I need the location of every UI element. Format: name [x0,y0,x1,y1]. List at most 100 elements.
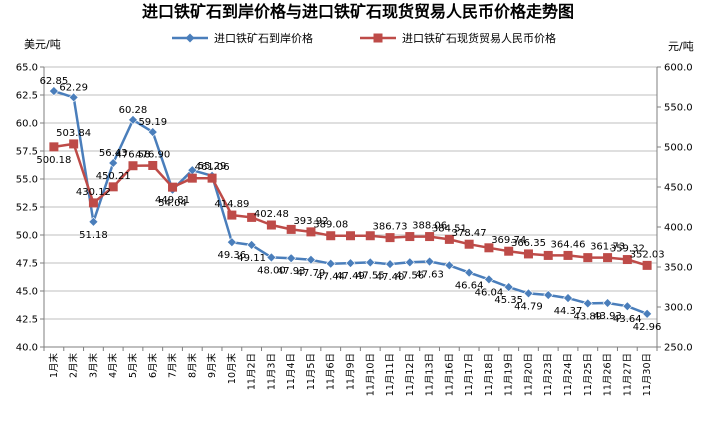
data-label: 43.64 [613,314,642,325]
data-label: 47.40 [376,272,405,283]
y-right-tick-label: 450.0 [664,183,693,194]
point-marker [405,232,415,242]
data-label: 43.89 [573,311,602,322]
point-marker [68,92,79,103]
point-marker [425,232,435,242]
legend: 进口铁矿石到岸价格 进口铁矿石现货贸易人民币价格 [172,31,556,45]
point-marker [168,182,178,192]
x-tick-label: 11月23日 [543,353,554,396]
point-marker [385,233,395,243]
point-marker [464,239,474,249]
point-marker [504,246,514,256]
data-label: 47.56 [396,270,425,281]
data-label: 56.43 [99,148,128,159]
data-label: 361.73 [590,242,625,253]
legend-label-2: 进口铁矿石现货贸易人民币价格 [402,31,556,45]
x-tick-label: 11月20日 [523,353,534,396]
point-marker [306,227,316,237]
y-left-tick-label: 57.5 [16,147,38,158]
x-tick-label: 11月6日 [326,353,337,390]
legend-marker-1 [185,33,195,43]
point-marker [385,259,395,270]
x-tick-label: 1月末 [48,353,60,379]
data-label: 369.74 [491,235,526,246]
data-label: 364.46 [551,239,586,250]
point-marker [325,258,336,269]
point-marker [266,252,277,263]
data-label: 46.04 [475,287,504,298]
x-tick-label: 11月2日 [247,353,258,390]
y-left-tick-label: 47.5 [16,259,38,270]
data-label: 45.35 [494,295,523,306]
point-marker [246,240,257,250]
point-marker [247,212,257,222]
data-label: 414.89 [214,199,249,210]
x-tick-label: 11月30日 [642,353,653,396]
data-label: 48.00 [257,265,286,276]
y-left-tick-label: 45.0 [16,287,38,298]
data-label: 366.35 [511,238,546,249]
data-label: 352.03 [630,249,665,260]
y-left-tick-label: 65.0 [16,63,38,74]
data-label: 49.36 [218,250,247,261]
data-label: 54.04 [158,198,187,209]
point-marker [266,220,276,230]
x-tick-label: 11月10日 [365,353,376,396]
point-marker [602,298,613,308]
data-label: 46.64 [455,281,484,292]
point-marker [642,260,652,270]
data-label: 44.79 [514,301,543,312]
point-marker [365,231,375,241]
x-tick-label: 11月25日 [583,353,594,396]
y-right-unit: 元/吨 [668,40,694,53]
point-marker [49,142,59,152]
x-tick-label: 3月末 [87,353,99,379]
data-label: 42.96 [633,322,662,333]
point-marker [424,256,435,267]
point-marker [147,127,158,137]
point-marker [563,293,573,303]
data-label: 393.92 [293,216,328,227]
x-tick-label: 11月9日 [346,353,357,390]
point-marker [464,267,475,278]
data-label: 450.21 [96,171,131,182]
point-marker [543,290,554,300]
x-tick-label: 2月末 [68,353,80,379]
data-label: 402.48 [254,209,289,220]
axes: 40.0 42.5 45.0 47.5 50.0 52.5 55.0 57.5 60.0 62.5… [16,63,693,397]
point-marker [583,253,593,263]
data-label: 47.49 [336,271,365,282]
x-tick-label: 4月末 [107,353,119,379]
point-marker [69,139,79,149]
data-label: 503.84 [56,128,91,139]
data-label: 500.18 [36,155,71,166]
point-marker [108,158,119,168]
x-tick-label: 11月13日 [425,353,436,396]
x-tick-label: 8月末 [186,353,198,379]
data-label: 430.12 [76,187,111,198]
data-label: 449.81 [155,195,190,206]
y-right-tick-label: 350.0 [664,263,693,274]
y-right-tick-label: 250.0 [664,343,693,354]
point-marker [543,250,553,260]
point-marker [345,258,356,269]
data-label: 47.55 [356,270,385,281]
data-label: 359.32 [610,244,645,255]
data-label: 49.11 [237,253,266,264]
point-marker [207,173,217,183]
point-marker [286,253,297,264]
y-right-tick-label: 400.0 [664,223,693,234]
series [48,86,653,319]
point-marker [523,288,534,299]
x-tick-label: 11月17日 [464,353,475,396]
point-marker [128,114,138,125]
y-right-tick-label: 550.0 [664,103,693,114]
data-label: 62.85 [40,76,69,87]
point-marker [483,274,494,285]
x-tick-label: 11月3日 [266,353,277,390]
point-marker [326,231,336,241]
data-label: 386.73 [373,222,408,233]
x-tick-label: 11月16日 [444,353,455,396]
